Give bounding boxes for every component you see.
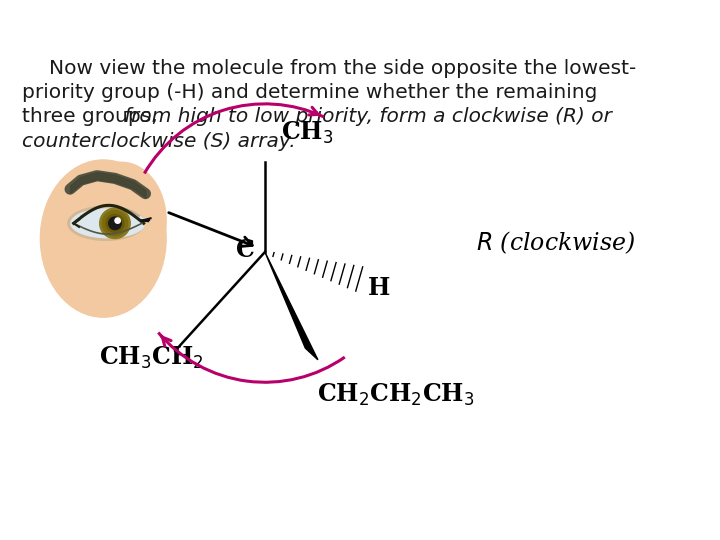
Polygon shape (265, 252, 318, 360)
Circle shape (115, 218, 120, 224)
Ellipse shape (76, 162, 166, 279)
Text: CH$_2$CH$_2$CH$_3$: CH$_2$CH$_2$CH$_3$ (317, 382, 474, 408)
Ellipse shape (68, 206, 144, 240)
Ellipse shape (40, 160, 166, 317)
Text: H: H (368, 276, 390, 300)
Circle shape (109, 217, 121, 230)
Text: CH$_3$: CH$_3$ (281, 120, 333, 146)
Ellipse shape (71, 209, 145, 238)
Text: priority group (-H) and determine whether the remaining: priority group (-H) and determine whethe… (22, 83, 598, 102)
Text: counterclockwise (S) array.: counterclockwise (S) array. (22, 132, 296, 151)
Text: from high to low priority, form a clockwise (R) or: from high to low priority, form a clockw… (124, 107, 612, 126)
Text: Now view the molecule from the side opposite the lowest-: Now view the molecule from the side oppo… (50, 59, 636, 78)
Text: C: C (235, 238, 255, 262)
Text: CH$_3$CH$_2$: CH$_3$CH$_2$ (99, 345, 204, 371)
Circle shape (106, 214, 124, 232)
Text: three groups,: three groups, (22, 107, 165, 126)
Text: $R$ (clockwise): $R$ (clockwise) (476, 230, 636, 256)
Circle shape (99, 208, 130, 239)
Circle shape (102, 211, 127, 236)
